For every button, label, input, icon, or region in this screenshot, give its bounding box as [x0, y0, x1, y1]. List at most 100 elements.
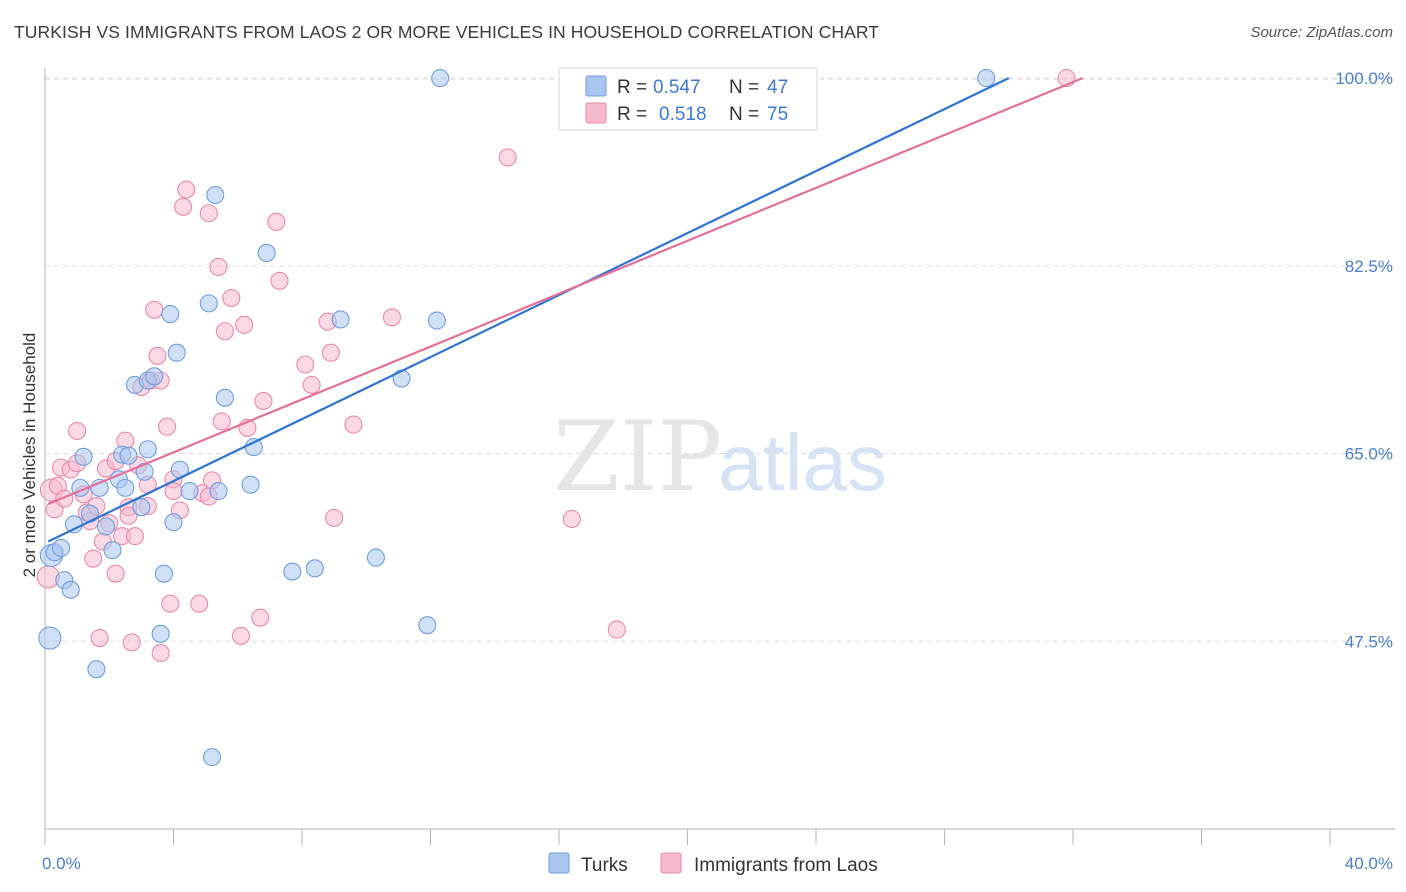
- point-laos-66: [562, 509, 581, 529]
- point-laos-24: [122, 633, 141, 652]
- trend-line-laos: [47, 77, 1084, 505]
- series-immigrants-from-laos: [36, 69, 1076, 663]
- y-tick-label-2: 82.5%: [1345, 257, 1393, 276]
- watermark-atlas: atlas: [718, 418, 887, 507]
- point-turks-40: [305, 559, 324, 578]
- point-turks-47: [977, 69, 996, 88]
- point-turks-42: [366, 548, 385, 567]
- point-laos-19: [106, 564, 125, 583]
- point-laos-23: [119, 506, 138, 525]
- point-turks-46: [431, 69, 450, 88]
- point-laos-65: [498, 148, 517, 167]
- axes: [44, 68, 1395, 845]
- correlation-legend: R = 0.547 N = 47 R = 0.518 N = 75: [558, 67, 818, 131]
- point-turks-38: [257, 243, 276, 262]
- point-laos-8: [68, 421, 87, 441]
- point-laos-56: [267, 212, 286, 231]
- y-axis-label: 2 or more Vehicles in Household: [20, 333, 39, 578]
- point-turks-0: [38, 626, 62, 650]
- tick-labels: 47.5% 65.0% 82.5% 100.0% 0.0% 40.0%: [42, 69, 1393, 873]
- bottom-legend-swatch-laos: [660, 852, 682, 874]
- legend-n-label-2: N =: [729, 104, 759, 125]
- point-laos-42: [190, 594, 209, 613]
- point-laos-14: [90, 629, 109, 648]
- bottom-legend-swatch-turks: [548, 852, 570, 874]
- point-turks-39: [283, 562, 302, 581]
- y-tick-label-0: 47.5%: [1345, 632, 1393, 651]
- point-laos-63: [344, 415, 363, 434]
- point-turks-3: [52, 538, 71, 557]
- point-turks-16: [116, 478, 135, 497]
- trend-line-turks: [47, 77, 1010, 543]
- point-turks-21: [138, 440, 157, 459]
- point-laos-25: [125, 527, 144, 546]
- legend-n-value-2: 75: [767, 104, 788, 125]
- point-laos-57: [270, 271, 289, 290]
- point-turks-33: [206, 185, 225, 205]
- point-laos-55: [254, 391, 273, 411]
- point-laos-35: [158, 417, 177, 436]
- y-tick-label-1: 65.0%: [1345, 445, 1393, 464]
- point-laos-51: [231, 626, 251, 645]
- legend-swatch-laos: [585, 102, 607, 124]
- point-turks-12: [96, 517, 116, 536]
- point-turks-35: [215, 388, 234, 407]
- point-laos-58: [296, 355, 315, 374]
- point-turks-32: [203, 748, 222, 767]
- point-turks-28: [167, 343, 186, 362]
- point-laos-48: [212, 412, 231, 431]
- y-tick-label-3: 100.0%: [1335, 69, 1393, 88]
- point-laos-62: [325, 508, 344, 527]
- point-turks-8: [74, 447, 93, 466]
- point-turks-44: [418, 616, 437, 635]
- chart-title: TURKISH VS IMMIGRANTS FROM LAOS 2 OR MOR…: [14, 22, 880, 42]
- legend-swatch-turks: [585, 75, 607, 97]
- point-turks-5: [61, 580, 80, 599]
- legend-r-label-2: R =: [617, 104, 647, 125]
- point-laos-59: [302, 375, 321, 394]
- point-turks-36: [241, 475, 260, 494]
- point-laos-41: [177, 180, 196, 199]
- point-turks-23: [145, 367, 164, 386]
- point-laos-32: [148, 346, 167, 365]
- point-laos-45: [199, 204, 218, 223]
- trend-lines: [47, 77, 1084, 543]
- point-laos-61: [321, 343, 340, 362]
- point-laos-54: [251, 608, 270, 627]
- x-tick-label-max: 40.0%: [1345, 854, 1393, 873]
- point-laos-50: [222, 288, 241, 308]
- legend-n-value-1: 47: [767, 77, 788, 98]
- point-turks-26: [161, 305, 180, 324]
- point-turks-30: [180, 482, 199, 501]
- legend-r-value-1: 0.547: [653, 77, 701, 98]
- series-turks: [38, 69, 996, 767]
- chart-source: Source: ZipAtlas.com: [1250, 24, 1393, 41]
- point-turks-31: [199, 294, 218, 313]
- legend-n-label-1: N =: [729, 77, 759, 98]
- series-legend: Turks Immigrants from Laos: [548, 852, 878, 876]
- point-turks-17: [119, 446, 138, 465]
- point-turks-43: [392, 369, 411, 388]
- point-turks-25: [151, 624, 170, 643]
- point-turks-13: [103, 541, 122, 560]
- point-laos-52: [235, 315, 254, 334]
- point-laos-40: [174, 197, 193, 216]
- point-turks-41: [331, 310, 350, 329]
- bottom-legend-label-turks: Turks: [581, 855, 628, 876]
- point-laos-12: [84, 549, 103, 568]
- point-laos-36: [161, 594, 180, 613]
- point-turks-10: [87, 660, 106, 679]
- gridlines: [45, 77, 1395, 642]
- bottom-legend-label-laos: Immigrants from Laos: [694, 855, 878, 876]
- point-laos-5: [55, 489, 74, 508]
- point-turks-45: [427, 311, 446, 330]
- point-laos-47: [209, 257, 228, 276]
- point-laos-64: [382, 308, 402, 327]
- point-laos-34: [151, 644, 170, 663]
- point-turks-24: [154, 564, 173, 583]
- legend-r-value-2: 0.518: [659, 104, 707, 125]
- legend-r-label-1: R =: [617, 77, 647, 98]
- watermark-zip: ZIP: [553, 401, 722, 513]
- point-turks-27: [164, 513, 183, 532]
